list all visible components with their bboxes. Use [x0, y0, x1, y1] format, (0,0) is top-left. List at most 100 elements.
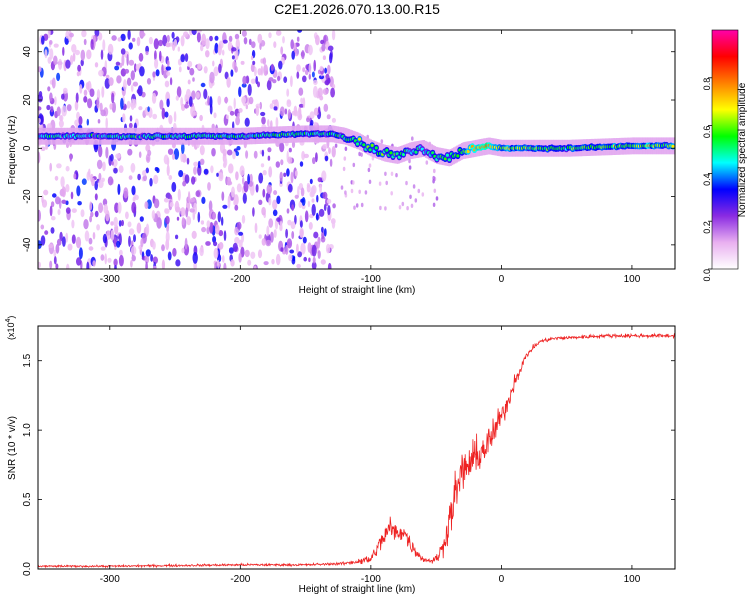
noise-cell: [231, 47, 237, 52]
noise-cell: [261, 116, 266, 125]
noise-cell: [217, 43, 222, 56]
spectrogram-noise-cells: [38, 30, 439, 269]
noise-cell: [50, 227, 55, 234]
noise-cell: [275, 161, 280, 168]
noise-cell: [308, 257, 311, 263]
noise-cell: [92, 232, 96, 240]
noise-cell: [132, 196, 136, 202]
noise-cell: [308, 73, 311, 80]
noise-cell: [218, 230, 224, 237]
carrier-core: [456, 154, 460, 158]
noise-cell: [276, 195, 281, 205]
noise-cell: [319, 65, 324, 72]
noise-cell: [196, 30, 202, 33]
noise-cell: [390, 191, 394, 196]
noise-cell: [279, 171, 283, 182]
colorbar-label: Normalized spectral amplitude: [737, 82, 748, 217]
noise-cell: [226, 76, 231, 88]
noise-cell: [327, 205, 331, 216]
noise-cell: [344, 146, 348, 151]
noise-cell: [132, 37, 136, 42]
noise-cell: [167, 59, 170, 67]
noise-cell: [340, 185, 344, 190]
noise-cell: [139, 66, 145, 77]
noise-cell: [302, 67, 306, 73]
noise-cell: [67, 243, 73, 251]
noise-cell: [291, 204, 295, 212]
noise-cell: [241, 30, 247, 37]
noise-cell: [291, 50, 296, 60]
noise-cell: [254, 66, 257, 77]
noise-cell: [111, 101, 116, 113]
noise-cell: [128, 235, 131, 247]
noise-cell: [380, 139, 384, 144]
noise-cell: [405, 180, 408, 186]
noise-cell: [52, 193, 57, 198]
noise-cell: [102, 233, 107, 244]
noise-cell: [38, 118, 41, 124]
noise-cell: [289, 249, 295, 254]
noise-cell: [285, 244, 289, 255]
noise-cell: [139, 216, 144, 222]
noise-cell: [266, 184, 273, 195]
colorbar-tick-label: 0.8: [702, 78, 712, 91]
noise-cell: [297, 251, 302, 258]
noise-cell: [89, 88, 95, 97]
noise-cell: [97, 119, 101, 124]
noise-cell: [304, 210, 309, 223]
noise-cell: [258, 199, 263, 205]
noise-cell: [86, 49, 92, 60]
noise-cell: [293, 105, 298, 116]
noise-cell: [379, 205, 382, 211]
noise-cell: [184, 53, 189, 62]
colorbar-tick-label: 0.2: [702, 221, 712, 234]
noise-cell: [326, 198, 332, 204]
noise-cell: [315, 152, 318, 163]
noise-cell: [103, 204, 108, 214]
noise-cell: [302, 75, 307, 83]
noise-cell: [201, 226, 207, 233]
noise-cell: [435, 196, 439, 201]
noise-cell: [147, 149, 152, 157]
noise-cell: [158, 39, 164, 47]
noise-cell: [313, 107, 319, 116]
noise-cell: [222, 204, 228, 209]
noise-cell: [73, 173, 77, 180]
noise-cell: [238, 239, 243, 248]
noise-cell: [148, 36, 153, 45]
noise-cell: [145, 223, 150, 236]
noise-cell: [368, 179, 372, 184]
noise-cell: [306, 184, 311, 193]
noise-cell: [233, 200, 237, 206]
noise-cell: [300, 187, 305, 197]
snr-multiplier: (x104): [5, 316, 16, 340]
noise-cell: [317, 250, 321, 259]
noise-cell: [279, 142, 285, 153]
noise-cell: [195, 190, 201, 197]
noise-cell: [88, 168, 91, 178]
noise-cell: [378, 181, 382, 186]
noise-cell: [269, 103, 274, 109]
noise-cell: [178, 66, 182, 73]
noise-cell: [234, 236, 240, 245]
noise-cell: [49, 260, 53, 269]
noise-cell: [358, 189, 362, 194]
noise-cell: [150, 254, 154, 262]
noise-cell: [38, 209, 41, 222]
noise-cell: [331, 220, 336, 229]
noise-cell: [226, 114, 229, 120]
noise-cell: [94, 193, 98, 201]
noise-cell: [78, 247, 83, 260]
noise-cell: [47, 30, 51, 39]
noise-cell: [286, 238, 293, 249]
noise-cell: [235, 38, 240, 50]
noise-cell: [286, 168, 290, 177]
noise-cell: [322, 143, 328, 150]
noise-cell: [321, 226, 324, 233]
noise-cell: [263, 64, 268, 76]
noise-cell: [115, 153, 121, 159]
noise-cell: [100, 246, 106, 251]
noise-cell: [71, 208, 77, 214]
noise-cell: [175, 259, 181, 267]
noise-cell: [116, 240, 121, 248]
